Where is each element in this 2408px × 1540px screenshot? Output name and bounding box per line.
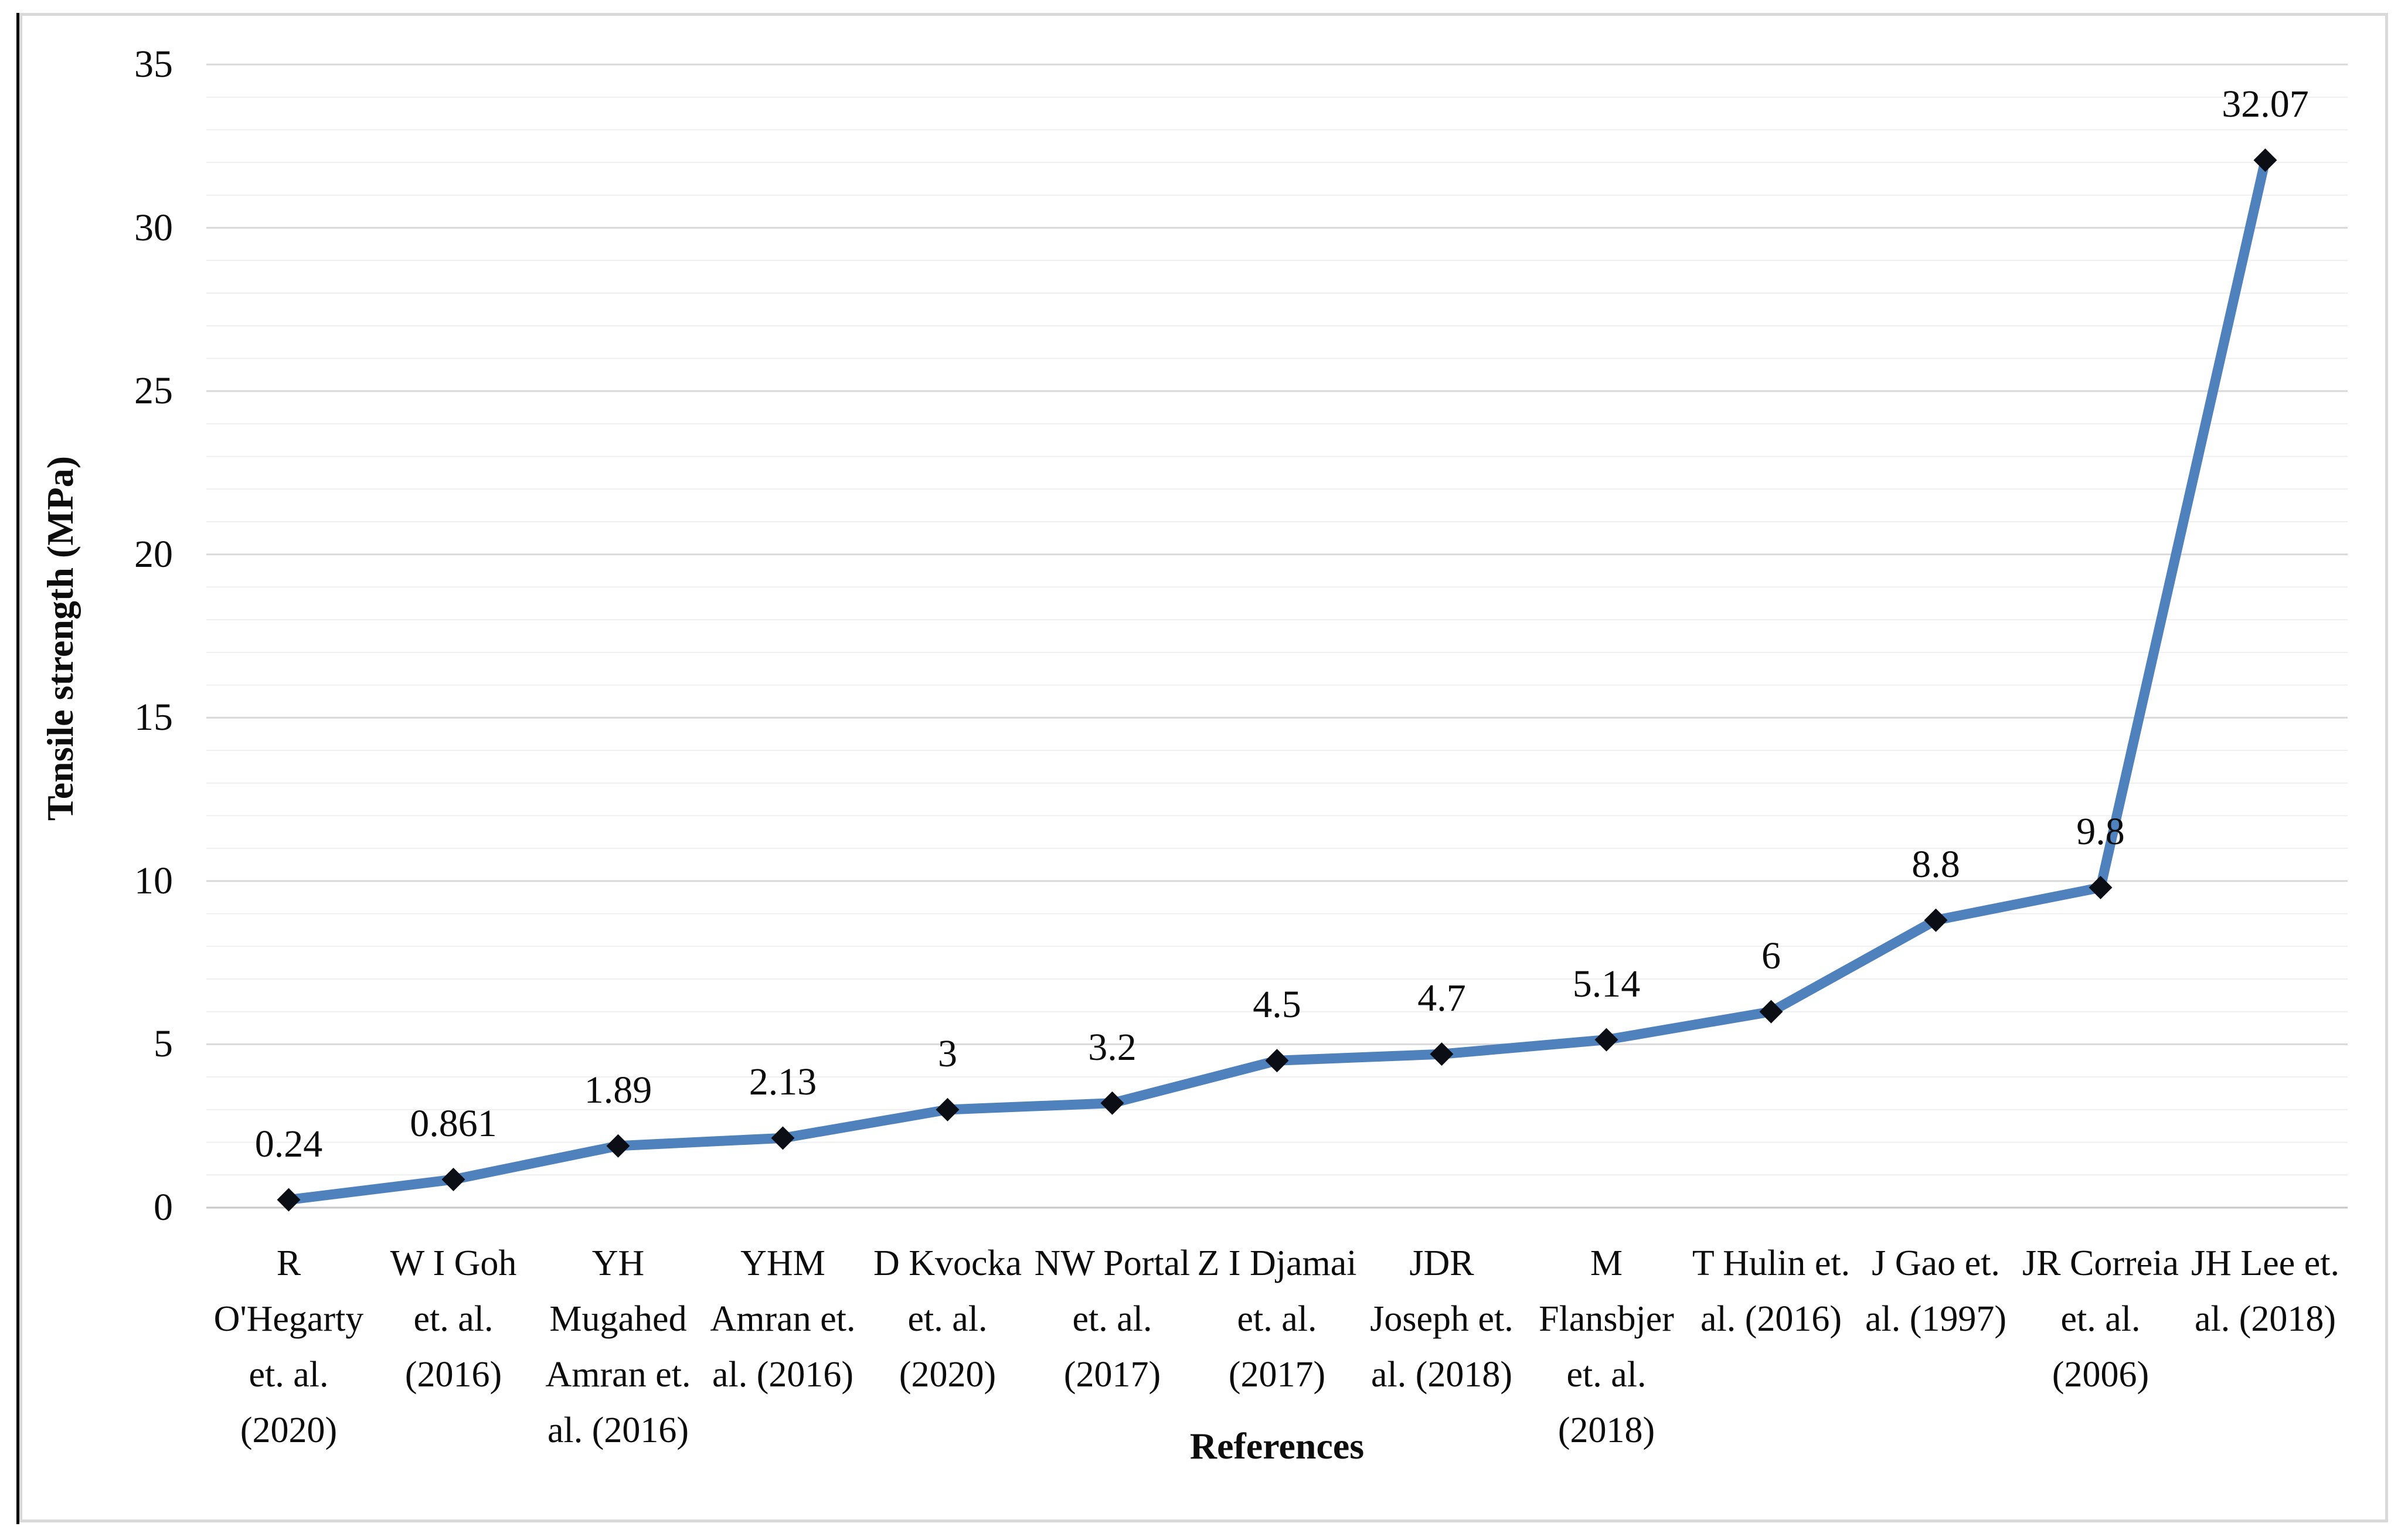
y-tick-label: 5: [154, 1022, 173, 1066]
y-axis-title: Tensile strength (MPa): [39, 455, 81, 821]
x-category-label: JH Lee et. al. (2018): [2191, 1243, 2340, 1339]
data-label: 2.13: [749, 1060, 817, 1104]
data-label: 0.861: [410, 1102, 497, 1145]
y-tick-label: 25: [134, 369, 173, 413]
data-label: 3.2: [1088, 1025, 1137, 1069]
x-category-label: JDR Joseph et. al. (2018): [1370, 1243, 1513, 1395]
y-tick-label: 10: [134, 859, 173, 902]
x-category-label: T Hulin et. al. (2016): [1692, 1243, 1851, 1339]
data-point-marker: [2089, 876, 2113, 899]
x-category-label: JR Correia et. al. (2006): [2022, 1243, 2179, 1395]
data-label: 1.89: [584, 1068, 652, 1111]
data-point-marker: [936, 1097, 960, 1121]
x-category-label: W I Goh et. al. (2016): [390, 1243, 517, 1395]
x-category-label: D Kvocka et. al. (2020): [873, 1243, 1022, 1395]
figure-left-border-line: [16, 13, 19, 1524]
data-point-marker: [2253, 148, 2277, 172]
data-label: 9.8: [2076, 810, 2125, 853]
data-label: 5.14: [1572, 962, 1641, 1005]
data-point-marker: [1759, 1000, 1783, 1024]
x-category-label: J Gao et. al. (1997): [1865, 1243, 2007, 1339]
y-tick-label: 35: [134, 43, 173, 86]
data-point-marker: [1430, 1042, 1454, 1066]
y-tick-label: 20: [134, 532, 173, 576]
data-point-marker: [1100, 1091, 1124, 1115]
x-axis-title: References: [1189, 1425, 1365, 1467]
data-point-marker: [1265, 1049, 1289, 1073]
figure-frame: [19, 13, 2388, 1522]
data-label: 4.7: [1417, 977, 1466, 1020]
x-category-label: NW Portal et. al. (2017): [1034, 1243, 1191, 1395]
data-point-marker: [441, 1168, 465, 1192]
x-category-label: R O'Hegarty et. al. (2020): [213, 1243, 364, 1450]
data-point-marker: [771, 1126, 795, 1150]
x-category-label: YHM Amran et. al. (2016): [710, 1243, 856, 1395]
data-label: 3: [938, 1032, 957, 1075]
data-point-marker: [1924, 908, 1948, 932]
y-tick-label: 0: [154, 1186, 173, 1229]
data-point-marker: [1594, 1028, 1618, 1052]
y-tick-label: 30: [134, 206, 173, 249]
data-point-marker: [606, 1134, 630, 1158]
y-tick-label: 15: [134, 696, 173, 739]
data-label: 0.24: [254, 1122, 323, 1165]
data-label: 8.8: [1912, 842, 1960, 886]
x-category-label: Z I Djamai et. al. (2017): [1197, 1243, 1357, 1395]
data-label: 6: [1761, 934, 1781, 977]
data-label: 32.07: [2222, 83, 2309, 126]
x-category-label: YH Mugahed Amran et. al. (2016): [545, 1243, 691, 1450]
x-category-label: M Flansbjer et. al. (2018): [1539, 1243, 1674, 1450]
data-point-marker: [277, 1188, 301, 1212]
data-label: 4.5: [1253, 983, 1301, 1026]
